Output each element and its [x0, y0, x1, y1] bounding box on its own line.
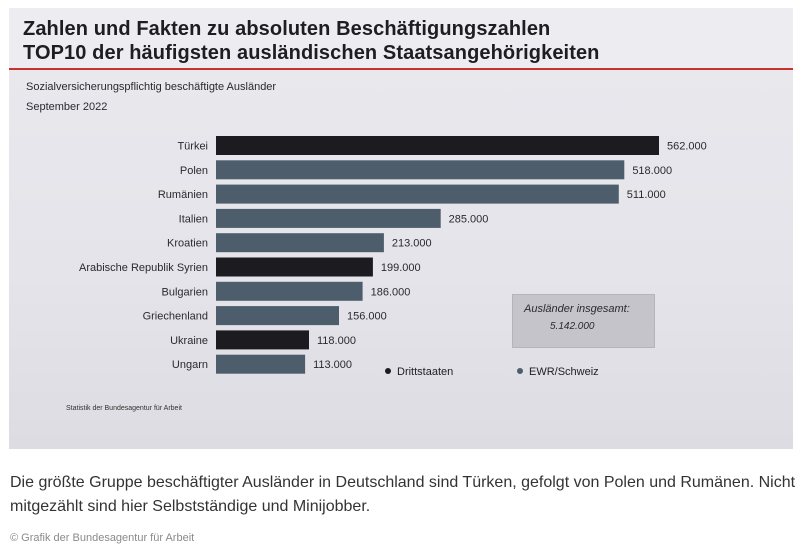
bar-1: [216, 160, 625, 180]
source-note: Statistik der Bundesagentur für Arbeit: [66, 405, 182, 412]
slide-subtitle: Sozialversicherungspflichtig beschäftigt…: [26, 81, 277, 93]
category-label-9: Ungarn: [172, 359, 208, 371]
category-label-1: Polen: [180, 165, 208, 177]
value-label-4: 213.000: [392, 238, 432, 250]
bar-chart: Türkei 562.000 Polen 518.000 Rumänien 511.000…: [79, 136, 707, 374]
bar-0: [216, 136, 659, 155]
total-box: Ausländer insgesamt: 5.142.000: [512, 294, 655, 348]
bar-7: [216, 306, 339, 326]
legend-dot-drittstaaten: [385, 368, 391, 374]
category-label-5: Arabische Republik Syrien: [79, 262, 208, 274]
category-label-8: Ukraine: [170, 335, 208, 347]
value-label-5: 199.000: [381, 262, 421, 274]
category-label-4: Kroatien: [167, 238, 208, 250]
category-label-0: Türkei: [177, 141, 208, 153]
value-label-9: 113.000: [313, 359, 352, 371]
bar-4: [216, 233, 384, 253]
chart-slide: Zahlen und Fakten zu absoluten Beschäfti…: [9, 8, 793, 449]
slide-title-line2: TOP10 der häufigsten ausländischen Staat…: [23, 42, 600, 64]
bar-6: [216, 281, 363, 301]
total-value: 5.142.000: [550, 321, 595, 332]
bar-2: [216, 184, 619, 204]
bar-5: [216, 257, 373, 277]
value-label-3: 285.000: [449, 213, 489, 225]
slide-header: Zahlen und Fakten zu absoluten Beschäfti…: [9, 8, 793, 70]
bar-8: [216, 330, 309, 350]
value-label-2: 511.000: [627, 189, 666, 201]
category-label-6: Bulgarien: [162, 286, 208, 298]
total-label: Ausländer insgesamt:: [524, 303, 630, 315]
bar-3: [216, 208, 441, 228]
category-label-3: Italien: [179, 213, 208, 225]
category-label-2: Rumänien: [158, 189, 208, 201]
legend-label-ewr: EWR/Schweiz: [529, 366, 599, 378]
legend-dot-ewr: [517, 368, 523, 374]
legend-label-drittstaaten: Drittstaaten: [397, 366, 454, 378]
image-credit: © Grafik der Bundesagentur für Arbeit: [10, 532, 195, 544]
category-label-7: Griechenland: [143, 311, 208, 323]
value-label-7: 156.000: [347, 311, 387, 323]
value-label-0: 562.000: [667, 141, 707, 153]
image-caption: Die größte Gruppe beschäftigter Auslände…: [10, 474, 796, 515]
value-label-1: 518.000: [632, 165, 672, 177]
value-label-6: 186.000: [371, 286, 411, 298]
value-label-8: 118.000: [317, 335, 356, 347]
slide-date: September 2022: [26, 101, 108, 113]
legend-item-ewr: EWR/Schweiz: [517, 366, 599, 378]
legend-item-drittstaaten: Drittstaaten: [385, 366, 453, 378]
bar-9: [216, 354, 306, 374]
slide-title-line1: Zahlen und Fakten zu absoluten Beschäfti…: [23, 18, 551, 40]
